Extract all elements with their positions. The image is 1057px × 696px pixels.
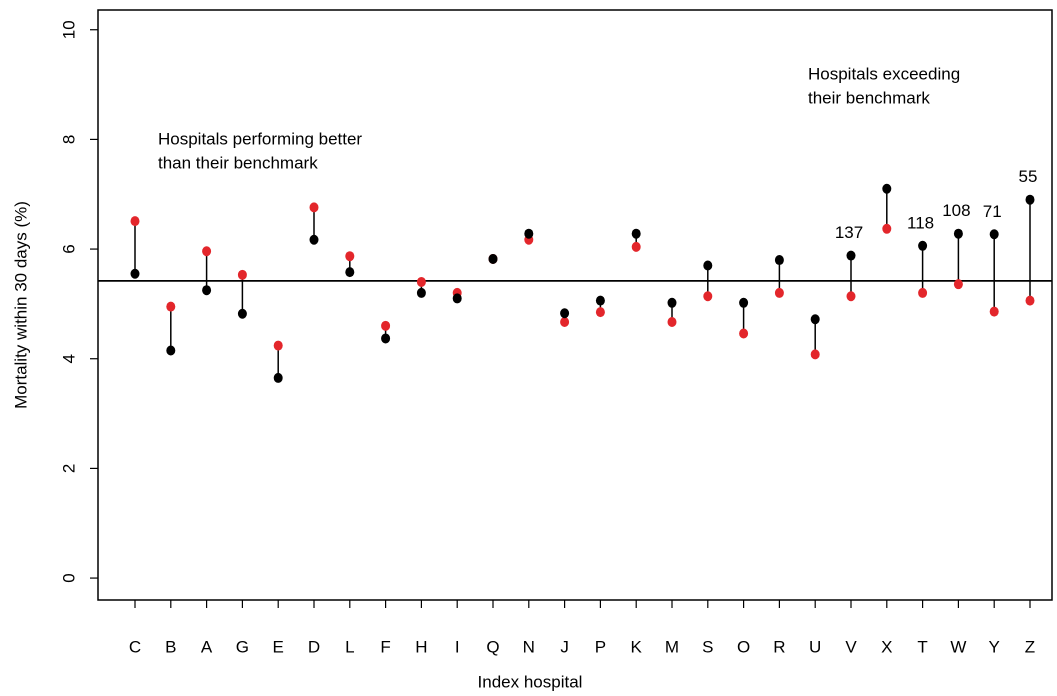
- benchmark-dot: [202, 246, 212, 257]
- point-label: 55: [1019, 167, 1038, 186]
- x-tick-label: R: [773, 637, 785, 656]
- benchmark-dot: [273, 340, 283, 351]
- annotation: Hospitals exceeding: [808, 64, 960, 83]
- x-tick-label: C: [129, 637, 141, 656]
- hospital-dot: [273, 372, 283, 383]
- hospital-dot: [595, 295, 605, 306]
- x-tick-label: Y: [989, 637, 1000, 656]
- benchmark-dot: [703, 291, 713, 302]
- hospital-dot: [237, 308, 247, 319]
- x-tick-label: F: [380, 637, 390, 656]
- x-tick-label: I: [455, 637, 460, 656]
- y-tick-label: 2: [59, 464, 78, 473]
- benchmark-dot: [918, 287, 928, 298]
- x-tick-label: S: [702, 637, 713, 656]
- hospital-dot: [166, 345, 176, 356]
- benchmark-dot: [774, 287, 784, 298]
- benchmark-dot: [882, 223, 892, 234]
- x-tick-label: U: [809, 637, 821, 656]
- y-tick-label: 10: [59, 20, 78, 39]
- hospital-dot: [703, 260, 713, 271]
- y-tick-label: 4: [59, 354, 78, 363]
- hospital-dot: [953, 228, 963, 239]
- plot-frame: [97, 9, 1053, 601]
- x-tick-label: O: [737, 637, 750, 656]
- x-axis-label: Index hospital: [478, 672, 583, 691]
- y-tick-label: 0: [59, 573, 78, 582]
- benchmark-dot: [1025, 295, 1035, 306]
- x-tick-label: G: [236, 637, 249, 656]
- annotation: Hospitals performing better: [158, 129, 362, 148]
- x-tick-label: X: [881, 637, 892, 656]
- hospital-dot: [989, 229, 999, 240]
- x-tick-label: M: [665, 637, 679, 656]
- benchmark-dot: [130, 216, 140, 227]
- benchmark-dot: [739, 328, 749, 339]
- benchmark-dot: [667, 316, 677, 327]
- x-tick-label: H: [415, 637, 427, 656]
- hospital-dot: [739, 297, 749, 308]
- x-tick-label: B: [165, 637, 176, 656]
- benchmark-dot: [166, 301, 176, 312]
- annotation: than their benchmark: [158, 153, 318, 172]
- benchmark-dot: [989, 306, 999, 317]
- benchmark-dot: [810, 349, 820, 360]
- y-tick-label: 8: [59, 135, 78, 144]
- benchmark-dot: [416, 276, 426, 287]
- hospital-dot: [202, 285, 212, 296]
- x-tick-label: T: [917, 637, 927, 656]
- hospital-dot: [810, 314, 820, 325]
- hospital-dot: [452, 293, 462, 304]
- benchmark-dot: [345, 251, 355, 262]
- y-axis-label: Mortality within 30 days (%): [11, 201, 30, 409]
- hospital-dot: [488, 253, 498, 264]
- x-tick-label: V: [845, 637, 857, 656]
- x-tick-label: E: [273, 637, 284, 656]
- hospital-dot: [918, 240, 928, 251]
- benchmark-dot: [846, 291, 856, 302]
- x-tick-label: W: [950, 637, 966, 656]
- point-label: 71: [983, 202, 1002, 221]
- hospital-dot: [667, 297, 677, 308]
- benchmark-dot: [237, 269, 247, 280]
- benchmark-dot: [595, 307, 605, 318]
- hospital-dot: [130, 268, 140, 279]
- annotation: their benchmark: [808, 88, 930, 107]
- benchmark-dot: [560, 316, 570, 327]
- hospital-dot: [846, 250, 856, 261]
- benchmark-dot: [381, 320, 391, 331]
- hospital-dot: [560, 308, 570, 319]
- hospital-dot: [1025, 194, 1035, 205]
- x-tick-label: Z: [1025, 637, 1035, 656]
- y-tick-label: 6: [59, 244, 78, 253]
- hospital-dot: [631, 228, 641, 239]
- point-label: 108: [942, 201, 970, 220]
- x-tick-label: D: [308, 637, 320, 656]
- x-tick-label: N: [523, 637, 535, 656]
- hospital-dot: [309, 234, 319, 245]
- x-tick-label: P: [595, 637, 606, 656]
- hospital-dot: [416, 287, 426, 298]
- x-tick-label: K: [631, 637, 643, 656]
- benchmark-dot: [631, 241, 641, 252]
- x-tick-label: Q: [486, 637, 499, 656]
- hospital-dot: [882, 183, 892, 194]
- point-label: 137: [835, 223, 863, 242]
- x-tick-label: L: [345, 637, 354, 656]
- point-label: 118: [907, 213, 934, 232]
- hospital-dot: [345, 267, 355, 278]
- hospital-dot: [524, 228, 534, 239]
- hospital-dot: [774, 255, 784, 266]
- benchmark-dot: [953, 279, 963, 290]
- benchmark-dot: [309, 202, 319, 213]
- x-tick-label: A: [201, 637, 213, 656]
- x-tick-label: J: [560, 637, 569, 656]
- hospital-dot: [381, 333, 391, 344]
